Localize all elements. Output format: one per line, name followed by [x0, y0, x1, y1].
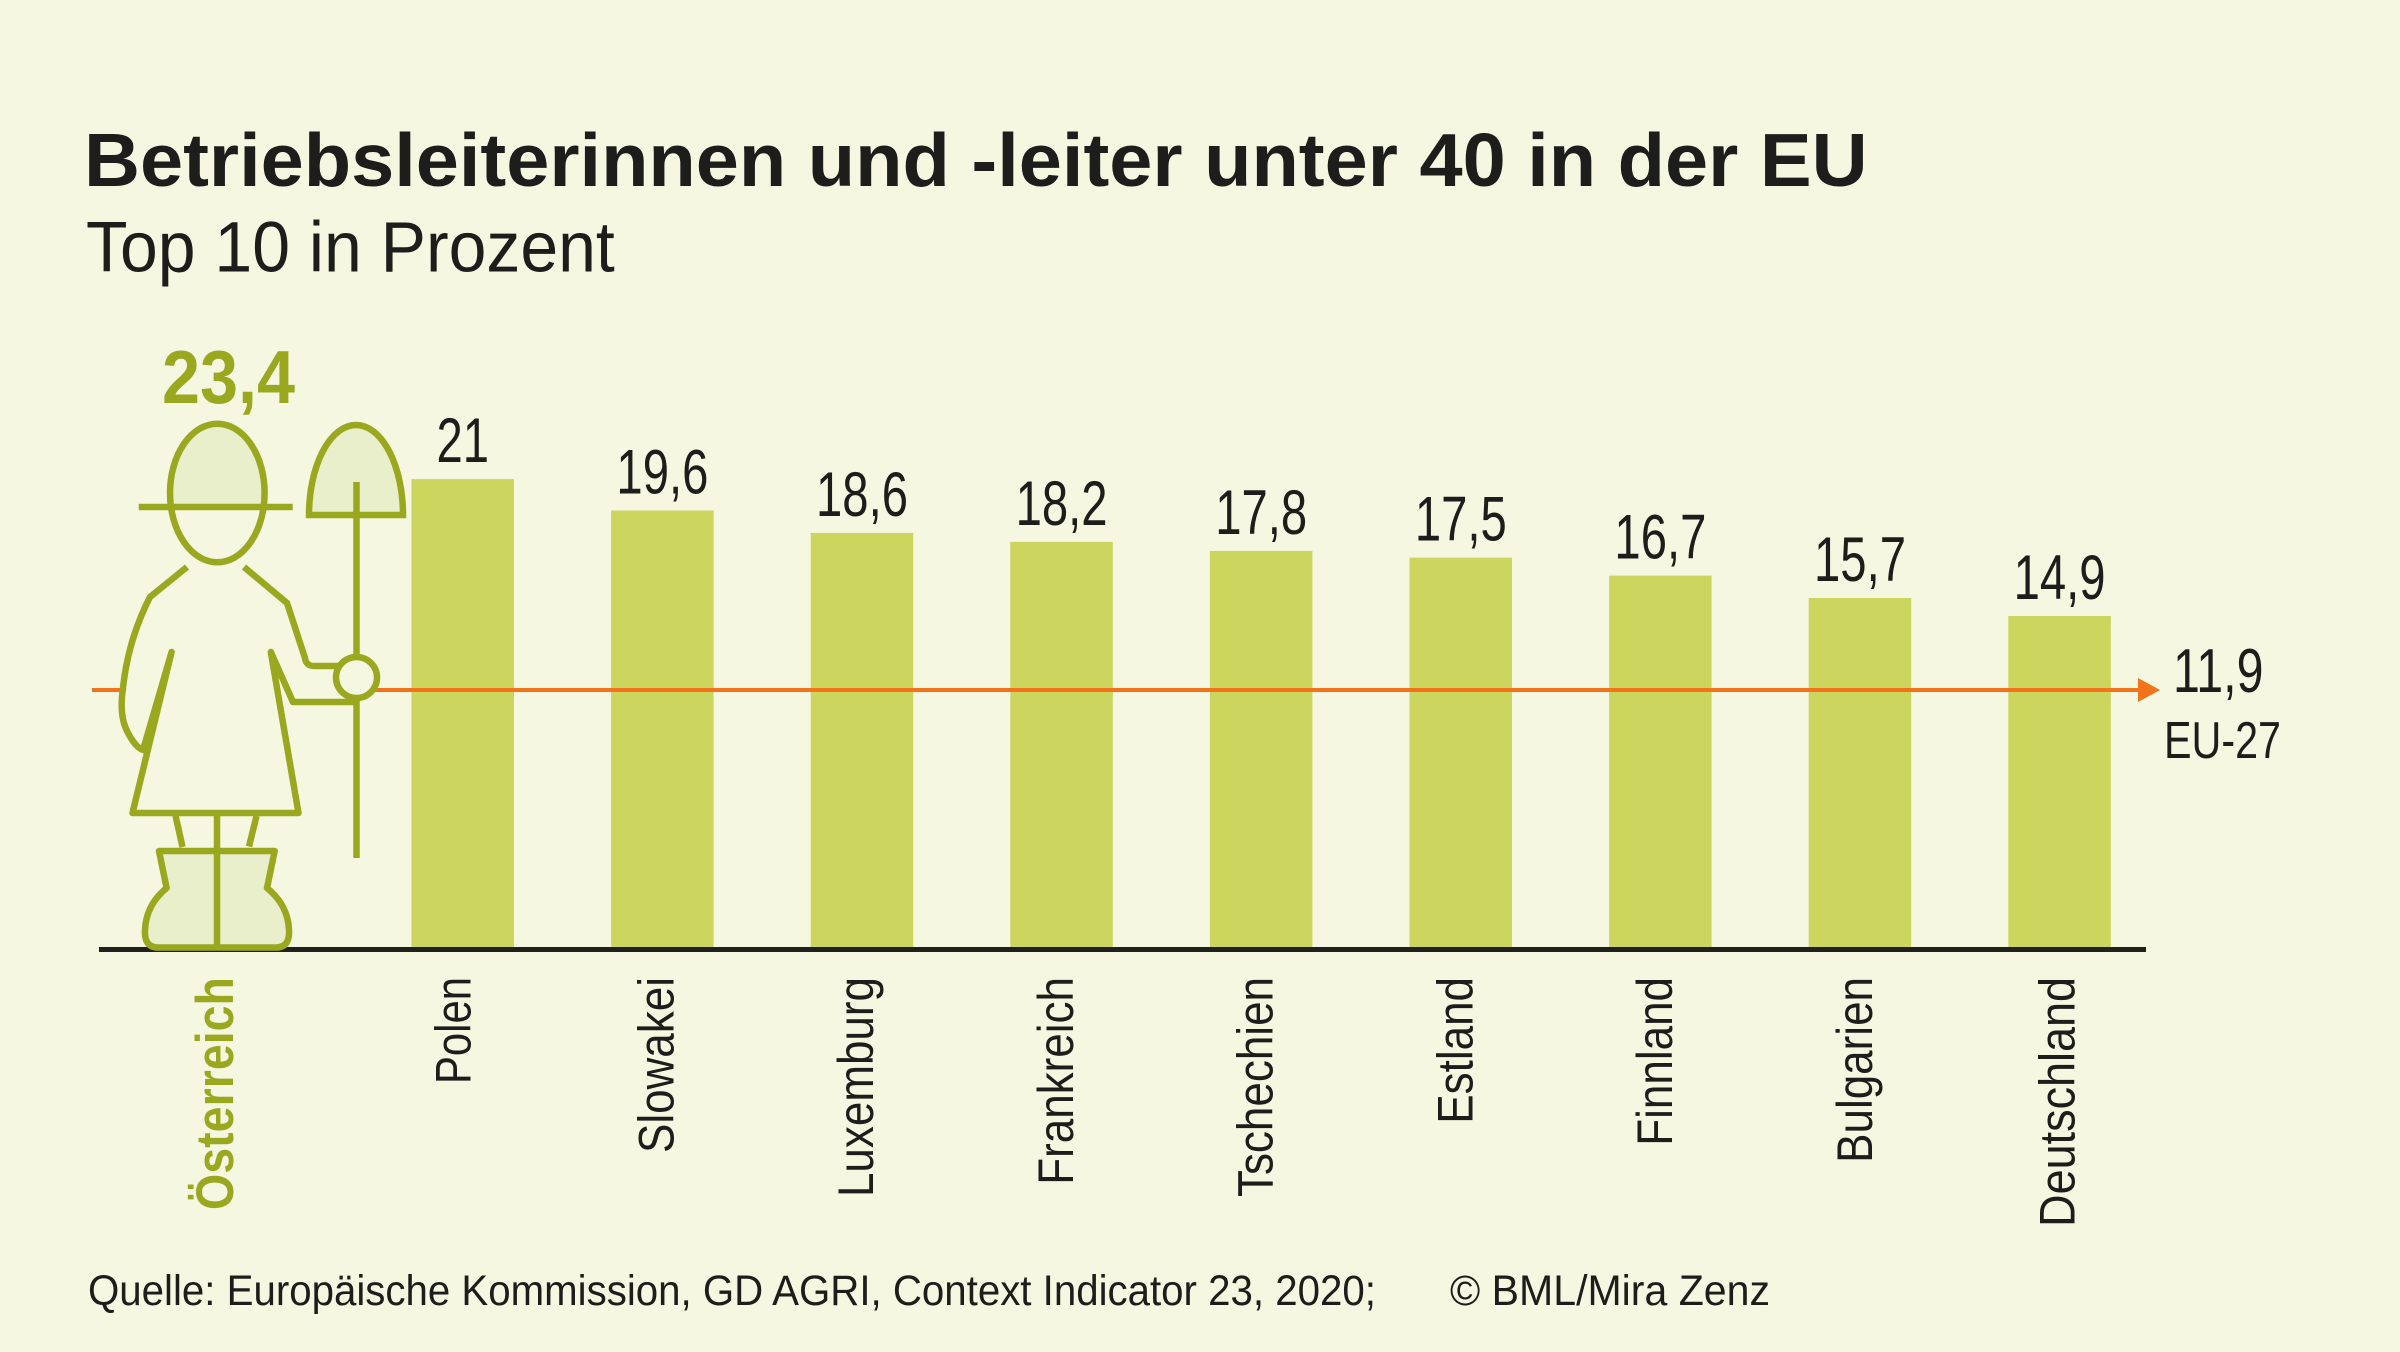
svg-text:18,2: 18,2	[1016, 468, 1108, 538]
svg-text:17,8: 17,8	[1215, 477, 1307, 547]
svg-text:Quelle: Europäische Kommission: Quelle: Europäische Kommission, GD AGRI,…	[88, 1266, 1376, 1315]
svg-text:21: 21	[437, 406, 490, 476]
svg-text:© BML/Mira Zenz: © BML/Mira Zenz	[1450, 1266, 1770, 1314]
svg-text:Frankreich: Frankreich	[1027, 977, 1083, 1185]
svg-text:Slowakei: Slowakei	[628, 977, 684, 1153]
svg-text:15,7: 15,7	[1814, 524, 1906, 594]
svg-text:Finnland: Finnland	[1626, 977, 1682, 1146]
svg-text:Tschechien: Tschechien	[1227, 977, 1283, 1197]
svg-text:18,6: 18,6	[816, 459, 908, 529]
svg-text:Betriebsleiterinnen und -leite: Betriebsleiterinnen und -leiter unter 40…	[84, 119, 1868, 203]
svg-text:Österreich: Österreich	[185, 977, 244, 1210]
svg-text:Top 10 in Prozent: Top 10 in Prozent	[86, 207, 615, 287]
svg-text:Bulgarien: Bulgarien	[1826, 977, 1882, 1163]
svg-text:23,4: 23,4	[162, 336, 295, 420]
svg-text:14,9: 14,9	[2014, 542, 2106, 612]
svg-text:Luxemburg: Luxemburg	[827, 977, 883, 1197]
svg-text:Estland: Estland	[1427, 977, 1483, 1124]
svg-text:11,9: 11,9	[2173, 636, 2263, 705]
svg-text:16,7: 16,7	[1614, 502, 1706, 572]
svg-text:Polen: Polen	[425, 977, 481, 1084]
svg-text:19,6: 19,6	[616, 437, 708, 507]
svg-text:EU-27: EU-27	[2164, 710, 2281, 769]
svg-text:17,5: 17,5	[1415, 484, 1507, 554]
svg-text:Deutschland: Deutschland	[2030, 977, 2086, 1227]
